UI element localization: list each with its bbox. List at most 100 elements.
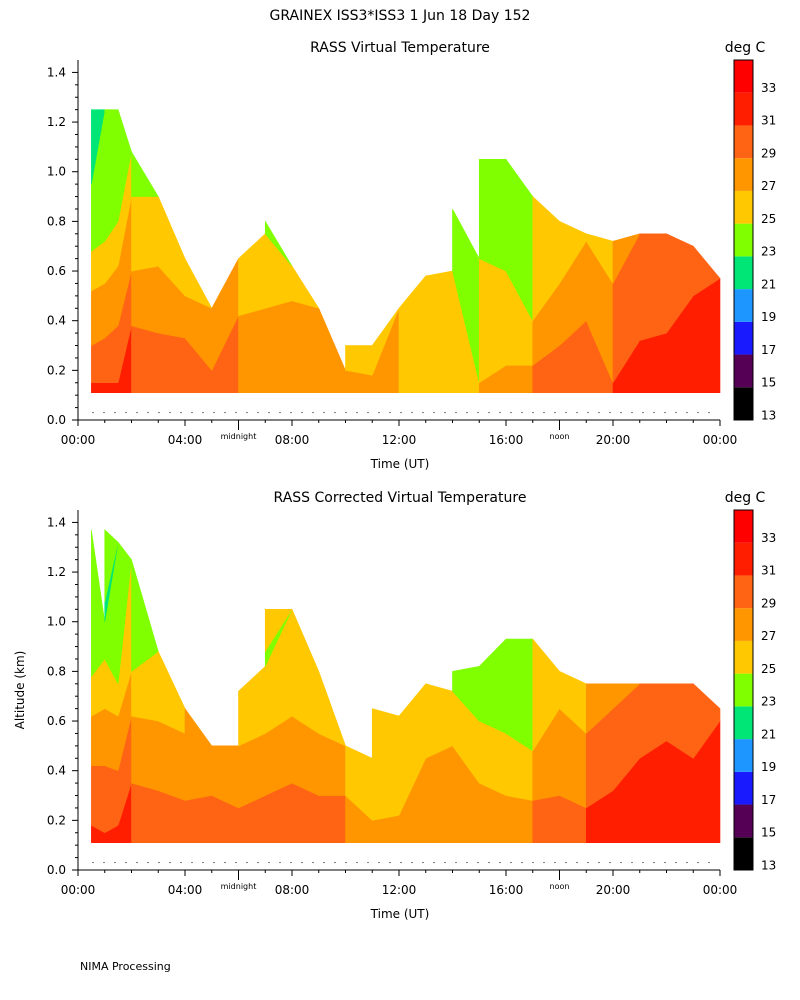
baseline-dot [224, 861, 226, 864]
baseline-dot [510, 861, 512, 864]
heatmap-cell [131, 150, 159, 197]
colorbar-tick-label: 19 [761, 760, 776, 774]
colorbar-tick-label: 19 [761, 310, 776, 324]
baseline-dot [653, 861, 655, 864]
baseline-dot [202, 411, 204, 414]
heatmap-cell [238, 665, 266, 747]
baseline-dot [466, 411, 468, 414]
heatmap-cell [291, 265, 320, 309]
baseline-dot [257, 411, 259, 414]
baseline-dot [532, 861, 534, 864]
heatmap-cell [131, 715, 159, 791]
x-tick-label: 00:00 [703, 883, 738, 897]
heatmap-cell [184, 707, 213, 747]
baseline-dot [103, 861, 105, 864]
baseline-dot [587, 411, 589, 414]
baseline-dot [158, 861, 160, 864]
heatmap-cell [371, 708, 400, 760]
colorbar-tick-label: 29 [761, 146, 776, 160]
heatmap-cell [91, 765, 106, 834]
baseline-dot [400, 861, 402, 864]
heatmap-cell [532, 795, 560, 843]
baseline-dot [290, 411, 292, 414]
colorbar-tick-label: 17 [761, 793, 776, 807]
y-tick-label: 1.0 [47, 615, 66, 629]
colorbar-swatch [734, 223, 753, 257]
baseline-dot [312, 411, 314, 414]
baseline-dot [422, 861, 424, 864]
baseline-dot [664, 861, 666, 864]
baseline-dot [268, 411, 270, 414]
axes: 1.4 1.2 1.0 0.8 0.6 0.4 0.2 0.0 00:00 04:00 08:00 1… [47, 510, 737, 897]
baseline-dot [345, 411, 347, 414]
chart-title-virtual: RASS Virtual Temperature [310, 40, 490, 56]
baseline-dot [389, 411, 391, 414]
heatmap-cell [91, 109, 106, 185]
colorbar-tick-label: 21 [761, 277, 776, 291]
baseline-dot [378, 861, 380, 864]
colorbar-tick-label: 33 [761, 81, 776, 95]
baseline-dot [191, 411, 193, 414]
heatmap-cell [131, 196, 159, 272]
y-axis-label: Altitude (km) [13, 651, 27, 730]
heatmap-cell [478, 159, 507, 272]
colorbar-swatch [734, 542, 753, 576]
heatmap-cell [425, 745, 453, 843]
x-tick-label: 04:00 [168, 883, 203, 897]
baseline-dot [301, 411, 303, 414]
heatmap-cell [131, 325, 159, 393]
baseline-dot [180, 411, 182, 414]
y-tick-label: 0.0 [47, 413, 66, 427]
heatmap-cell [692, 683, 721, 760]
baseline-dot [235, 411, 237, 414]
baseline-dot [136, 411, 138, 414]
baseline-dot [620, 861, 622, 864]
colorbar-swatch [734, 190, 753, 224]
x-tick-label: 16:00 [489, 433, 524, 447]
baseline-dot [147, 411, 149, 414]
y-tick-label: 0.2 [47, 813, 66, 827]
colorbar-tick-label: 29 [761, 596, 776, 610]
colorbar-swatch [734, 510, 753, 543]
baseline-dot [433, 411, 435, 414]
y-tick-label: 0.4 [47, 764, 66, 778]
heatmap-cell [425, 683, 453, 759]
baseline-dot [708, 861, 710, 864]
baseline-dot [686, 411, 688, 414]
baseline-dot [477, 411, 479, 414]
colorbar-swatch [734, 256, 753, 290]
y-tick-label: 0.2 [47, 363, 66, 377]
baseline-dot [521, 861, 523, 864]
baseline-dot [565, 411, 567, 414]
baseline-dot [444, 411, 446, 414]
heatmap-cell [104, 109, 119, 243]
y-tick-label: 1.0 [47, 165, 66, 179]
heatmap-cell [612, 233, 641, 284]
baseline-dot [92, 411, 94, 414]
x-tick-label: 00:00 [703, 433, 738, 447]
baseline-dot [114, 411, 116, 414]
colorbar-swatch [734, 804, 753, 838]
colorbar-unit-label: deg C [725, 490, 766, 506]
heatmap-cell [184, 258, 213, 309]
heatmap-cell [238, 732, 266, 809]
colorbar-tick-label: 13 [761, 858, 776, 872]
baseline-dot [697, 861, 699, 864]
baseline-dot [598, 411, 600, 414]
baseline-dot [334, 411, 336, 414]
panel-corrected-virtual-temperature: RASS Corrected Virtual Temperature 1.41.… [13, 490, 776, 921]
baseline-dot [136, 861, 138, 864]
baseline-dot [268, 861, 270, 864]
baseline-dot [202, 861, 204, 864]
heatmap-cell [505, 638, 534, 752]
baseline-dot [169, 411, 171, 414]
baseline-dot [114, 861, 116, 864]
y-tick-label: 0.0 [47, 863, 66, 877]
colorbar-unit-label: deg C [725, 40, 766, 56]
baseline-dot [213, 861, 215, 864]
baseline-dot [455, 861, 457, 864]
colorbar-frame [733, 59, 754, 421]
colorbar-tick-label: 27 [761, 179, 776, 193]
baseline-dot [576, 861, 578, 864]
